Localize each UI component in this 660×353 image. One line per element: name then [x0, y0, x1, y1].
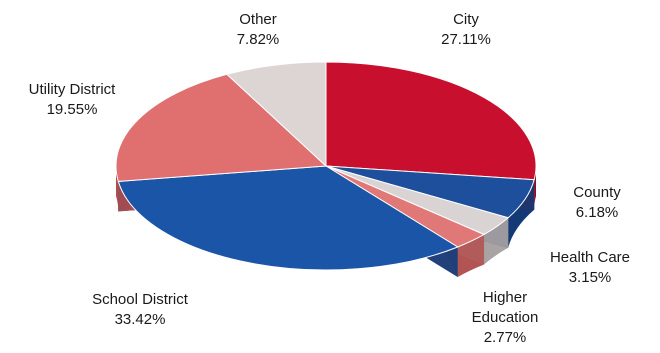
- pie-slice-city: [325, 61, 537, 181]
- slice-label-city: City 27.11%: [441, 11, 491, 48]
- pie-slice-other: [225, 61, 327, 168]
- pie-top-layer: [115, 61, 537, 271]
- pie-slice-utility-district: [115, 73, 328, 182]
- pie-label-layer: City 27.11% County 6.18% Health Care 3.15% Hig…: [29, 11, 630, 346]
- slice-label-other: Other 7.82%: [237, 11, 280, 48]
- pie-slice-school-district: [117, 165, 459, 271]
- slice-label-school-district: School District 33.42%: [92, 291, 189, 328]
- slice-label-higher-education: Higher Education 2.77%: [472, 289, 539, 346]
- slice-label-utility-district: Utility District 19.55%: [29, 81, 116, 118]
- slice-label-county: County 6.18%: [573, 184, 621, 221]
- slice-label-health-care: Health Care 3.15%: [550, 249, 630, 286]
